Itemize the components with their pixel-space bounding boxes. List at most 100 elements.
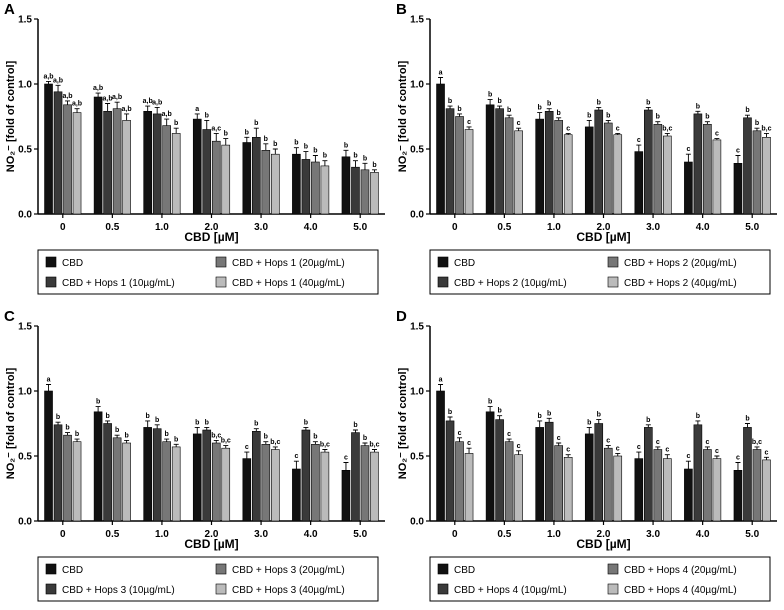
bar	[72, 112, 82, 215]
error-bar	[194, 113, 200, 120]
significance-label: b	[656, 114, 660, 121]
significance-label: c	[616, 125, 620, 132]
bar	[360, 169, 370, 215]
panel: D 0.0 0.5 1.0 1.5 NO₂⁻ [fold of control] CBD […	[396, 308, 777, 602]
x-tick-label: 0	[60, 529, 66, 540]
significance-label: b	[497, 98, 501, 105]
error-bar	[447, 416, 453, 421]
bar	[261, 150, 271, 215]
error-bar	[303, 426, 309, 430]
significance-label: b	[557, 110, 561, 117]
bar	[53, 424, 63, 522]
significance-label: a,b	[162, 111, 172, 118]
significance-label: b	[344, 142, 348, 149]
x-axis-label: CBD [µM]	[576, 230, 630, 244]
error-bar	[371, 169, 377, 173]
error-bar	[615, 132, 621, 135]
bar	[752, 130, 762, 215]
error-bar	[695, 420, 701, 425]
y-tick-label: 1.0	[410, 387, 424, 398]
error-bar	[74, 438, 80, 442]
significance-label: b	[96, 399, 100, 406]
bar	[122, 120, 131, 215]
bar	[594, 423, 604, 522]
significance-label: b	[488, 399, 492, 406]
panel-label: D	[396, 308, 407, 325]
x-tick-label: 0	[452, 222, 458, 233]
error-bar	[754, 127, 760, 131]
bar	[112, 108, 122, 215]
significance-label: b	[323, 153, 327, 160]
bar	[370, 451, 379, 522]
significance-label: c	[458, 430, 462, 437]
bar	[762, 459, 771, 522]
error-bar	[46, 80, 52, 84]
bar	[360, 445, 370, 522]
significance-label: c	[686, 146, 690, 153]
significance-label: a,b	[93, 85, 103, 92]
error-bar	[253, 127, 259, 138]
bar	[535, 427, 544, 522]
significance-label: c	[715, 448, 719, 455]
x-tick-label: 0.5	[497, 529, 511, 540]
bar	[613, 134, 623, 215]
error-bar	[546, 417, 552, 423]
significance-label: b	[254, 120, 258, 127]
error-bar	[204, 426, 210, 430]
y-tick-label: 0.5	[410, 452, 424, 463]
error-bar	[438, 77, 444, 84]
error-bar	[596, 419, 602, 424]
significance-label: b	[745, 416, 749, 423]
error-bar	[105, 103, 111, 112]
bar	[211, 140, 221, 215]
error-bar	[272, 148, 278, 155]
significance-label: b	[264, 434, 268, 441]
bar	[122, 442, 131, 522]
legend-swatch	[215, 276, 227, 288]
error-bar	[303, 151, 309, 160]
significance-label: b	[448, 409, 452, 416]
significance-label: b	[372, 162, 376, 169]
significance-label: c	[736, 455, 740, 462]
y-tick-label: 0.0	[410, 210, 424, 221]
legend-swatch	[215, 563, 227, 575]
legend-swatch	[437, 583, 449, 595]
significance-label: b,c	[752, 439, 762, 446]
significance-label: b	[606, 112, 610, 119]
legend-label: CBD + Hops 1 (20µg/mL)	[232, 258, 345, 269]
bar	[301, 159, 311, 215]
significance-label: c	[467, 440, 471, 447]
error-bar	[322, 160, 328, 166]
y-tick-label: 0.0	[18, 210, 32, 221]
significance-label: b	[587, 419, 591, 426]
legend-label: CBD + Hops 3 (40µg/mL)	[232, 585, 345, 596]
error-bar	[695, 110, 701, 114]
significance-label: c	[656, 439, 660, 446]
significance-label: b,c	[320, 442, 330, 449]
x-tick-label: 2.0	[597, 529, 611, 540]
significance-label: b	[75, 431, 79, 438]
significance-label: b	[205, 112, 209, 119]
y-tick-label: 1.5	[410, 322, 424, 333]
y-tick-label: 0.0	[18, 517, 32, 528]
bar	[112, 437, 122, 522]
error-bar	[352, 160, 358, 168]
bar	[242, 458, 252, 522]
error-bar	[55, 84, 61, 92]
legend-box	[37, 249, 379, 295]
legend-box	[429, 556, 771, 602]
bar	[93, 96, 103, 215]
error-bar	[343, 462, 349, 471]
error-bar	[714, 455, 720, 459]
panel-label: A	[4, 1, 15, 18]
significance-label: b	[745, 107, 749, 114]
bar	[351, 432, 360, 522]
bar	[341, 156, 351, 215]
legend-label: CBD + Hops 4 (20µg/mL)	[624, 565, 737, 576]
significance-label: a,b	[152, 99, 162, 106]
significance-label: b,c	[221, 438, 231, 445]
significance-label: c	[566, 125, 570, 132]
bar	[351, 166, 360, 215]
error-bar	[605, 445, 611, 449]
error-bar	[362, 162, 368, 170]
